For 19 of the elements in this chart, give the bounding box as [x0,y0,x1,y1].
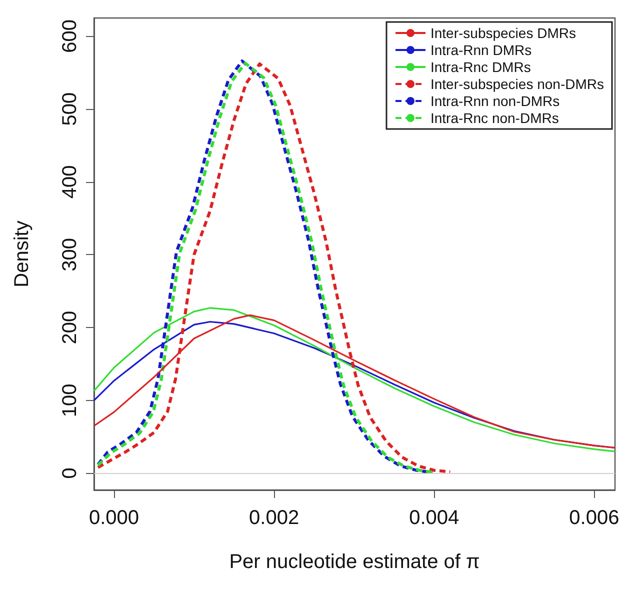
y-tick-label: 100 [59,384,81,418]
legend-label: Inter-subspecies non-DMRs [430,76,604,92]
y-tick-label: 300 [59,238,81,272]
y-tick-label: 0 [59,468,81,479]
x-tick-label: 0.006 [569,507,620,529]
legend-label: Intra-Rnn non-DMRs [430,93,560,109]
legend-label: Intra-Rnn DMRs [430,42,532,58]
legend-label: Intra-Rnc non-DMRs [430,110,559,126]
x-tick-label: 0.000 [88,507,140,529]
x-tick-label: 0.002 [249,507,300,529]
y-axis-title: Density [11,220,33,288]
legend-label: Inter-subspecies DMRs [430,25,576,41]
y-tick-label: 500 [59,92,81,126]
x-axis-title: Per nucleotide estimate of π [229,551,480,573]
y-tick-label: 400 [59,165,81,199]
y-tick-label: 200 [59,310,81,344]
legend-label: Intra-Rnc DMRs [430,59,531,75]
x-tick-label: 0.004 [409,507,460,529]
y-tick-label: 600 [59,20,81,53]
